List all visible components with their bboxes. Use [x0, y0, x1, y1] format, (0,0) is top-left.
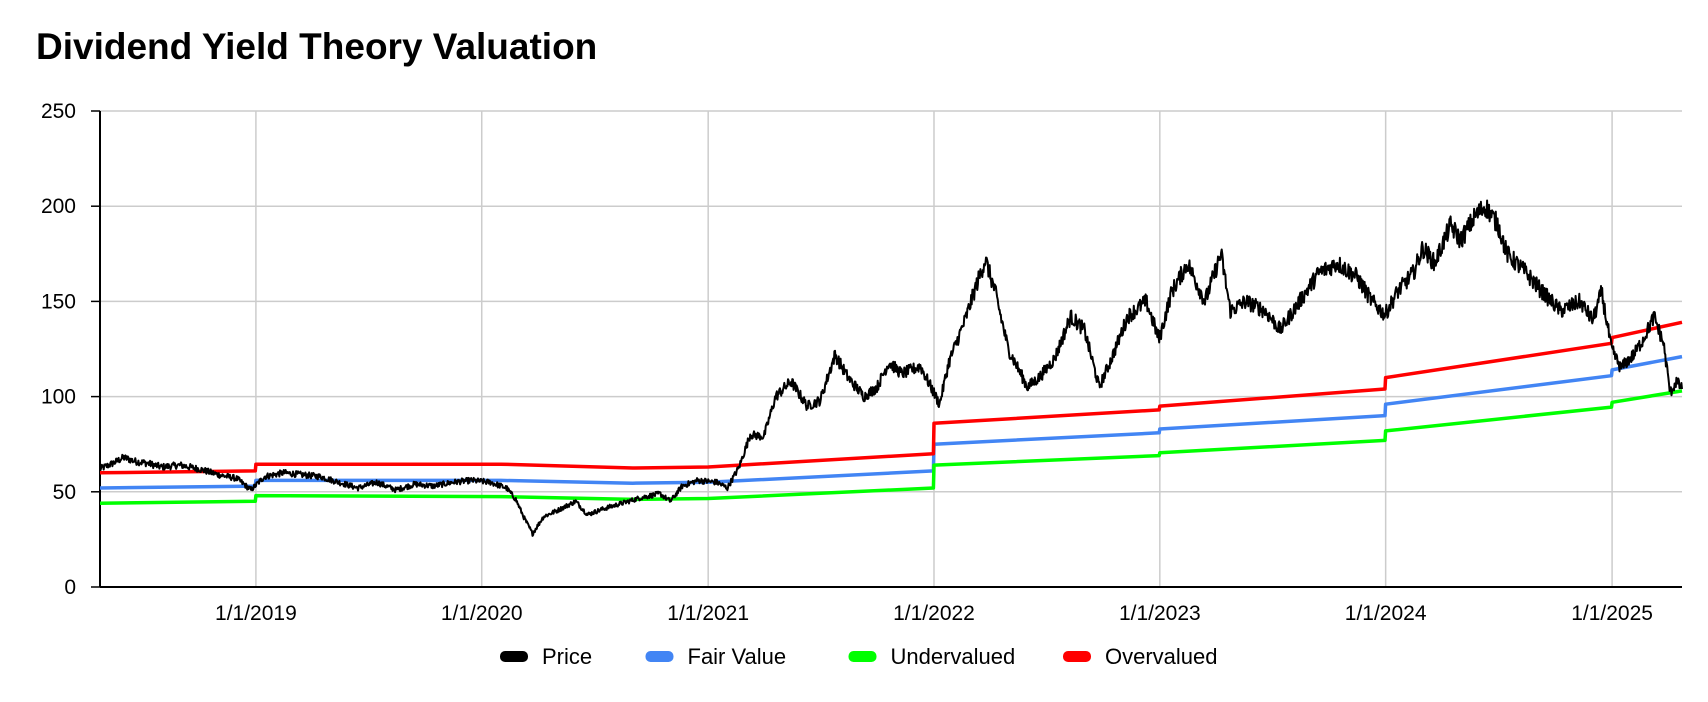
y-tick-label: 200: [41, 195, 76, 218]
legend-swatch: [1063, 651, 1091, 662]
legend-item-fair-value: Fair Value: [645, 644, 787, 669]
legend: Price Fair Value Undervalued Overvalued: [500, 644, 1218, 669]
y-tick-label: 50: [53, 481, 76, 504]
series-line-overvalued: [99, 320, 1683, 475]
legend-swatch: [848, 651, 877, 662]
legend-item-undervalued: Undervalued: [848, 644, 1016, 669]
x-tick-label: 1/1/2020: [441, 602, 523, 625]
series-line-fair-value: [99, 354, 1683, 490]
y-tick-label: 150: [41, 290, 76, 313]
x-tick-label: 1/1/2021: [667, 602, 749, 625]
legend-item-overvalued: Overvalued: [1063, 644, 1218, 669]
series-line-undervalued: [99, 389, 1683, 505]
legend-swatch: [645, 651, 674, 662]
legend-label: Price: [542, 644, 592, 669]
legend-swatch: [500, 651, 528, 662]
series-lines: [99, 199, 1683, 537]
x-tick-label: 1/1/2022: [893, 602, 975, 625]
chart-title: Dividend Yield Theory Valuation: [36, 26, 598, 67]
y-tick-label: 0: [64, 576, 76, 599]
x-tick-label: 1/1/2025: [1571, 602, 1653, 625]
legend-label: Overvalued: [1105, 644, 1218, 669]
x-tick-label: 1/1/2019: [215, 602, 297, 625]
legend-label: Undervalued: [891, 644, 1016, 669]
axes: [91, 110, 1682, 588]
y-axis-tick-labels: 0 50 100 150 200 250: [41, 100, 76, 599]
grid-lines: [100, 110, 1682, 587]
legend-label: Fair Value: [688, 644, 787, 669]
y-tick-label: 100: [41, 386, 76, 409]
x-tick-label: 1/1/2024: [1345, 602, 1427, 625]
series-line-price: [99, 199, 1683, 537]
x-tick-label: 1/1/2023: [1119, 602, 1201, 625]
x-axis-tick-labels: 1/1/2019 1/1/2020 1/1/2021 1/1/2022 1/1/2023…: [215, 602, 1653, 625]
legend-item-price: Price: [500, 644, 592, 669]
y-tick-label: 250: [41, 100, 76, 123]
